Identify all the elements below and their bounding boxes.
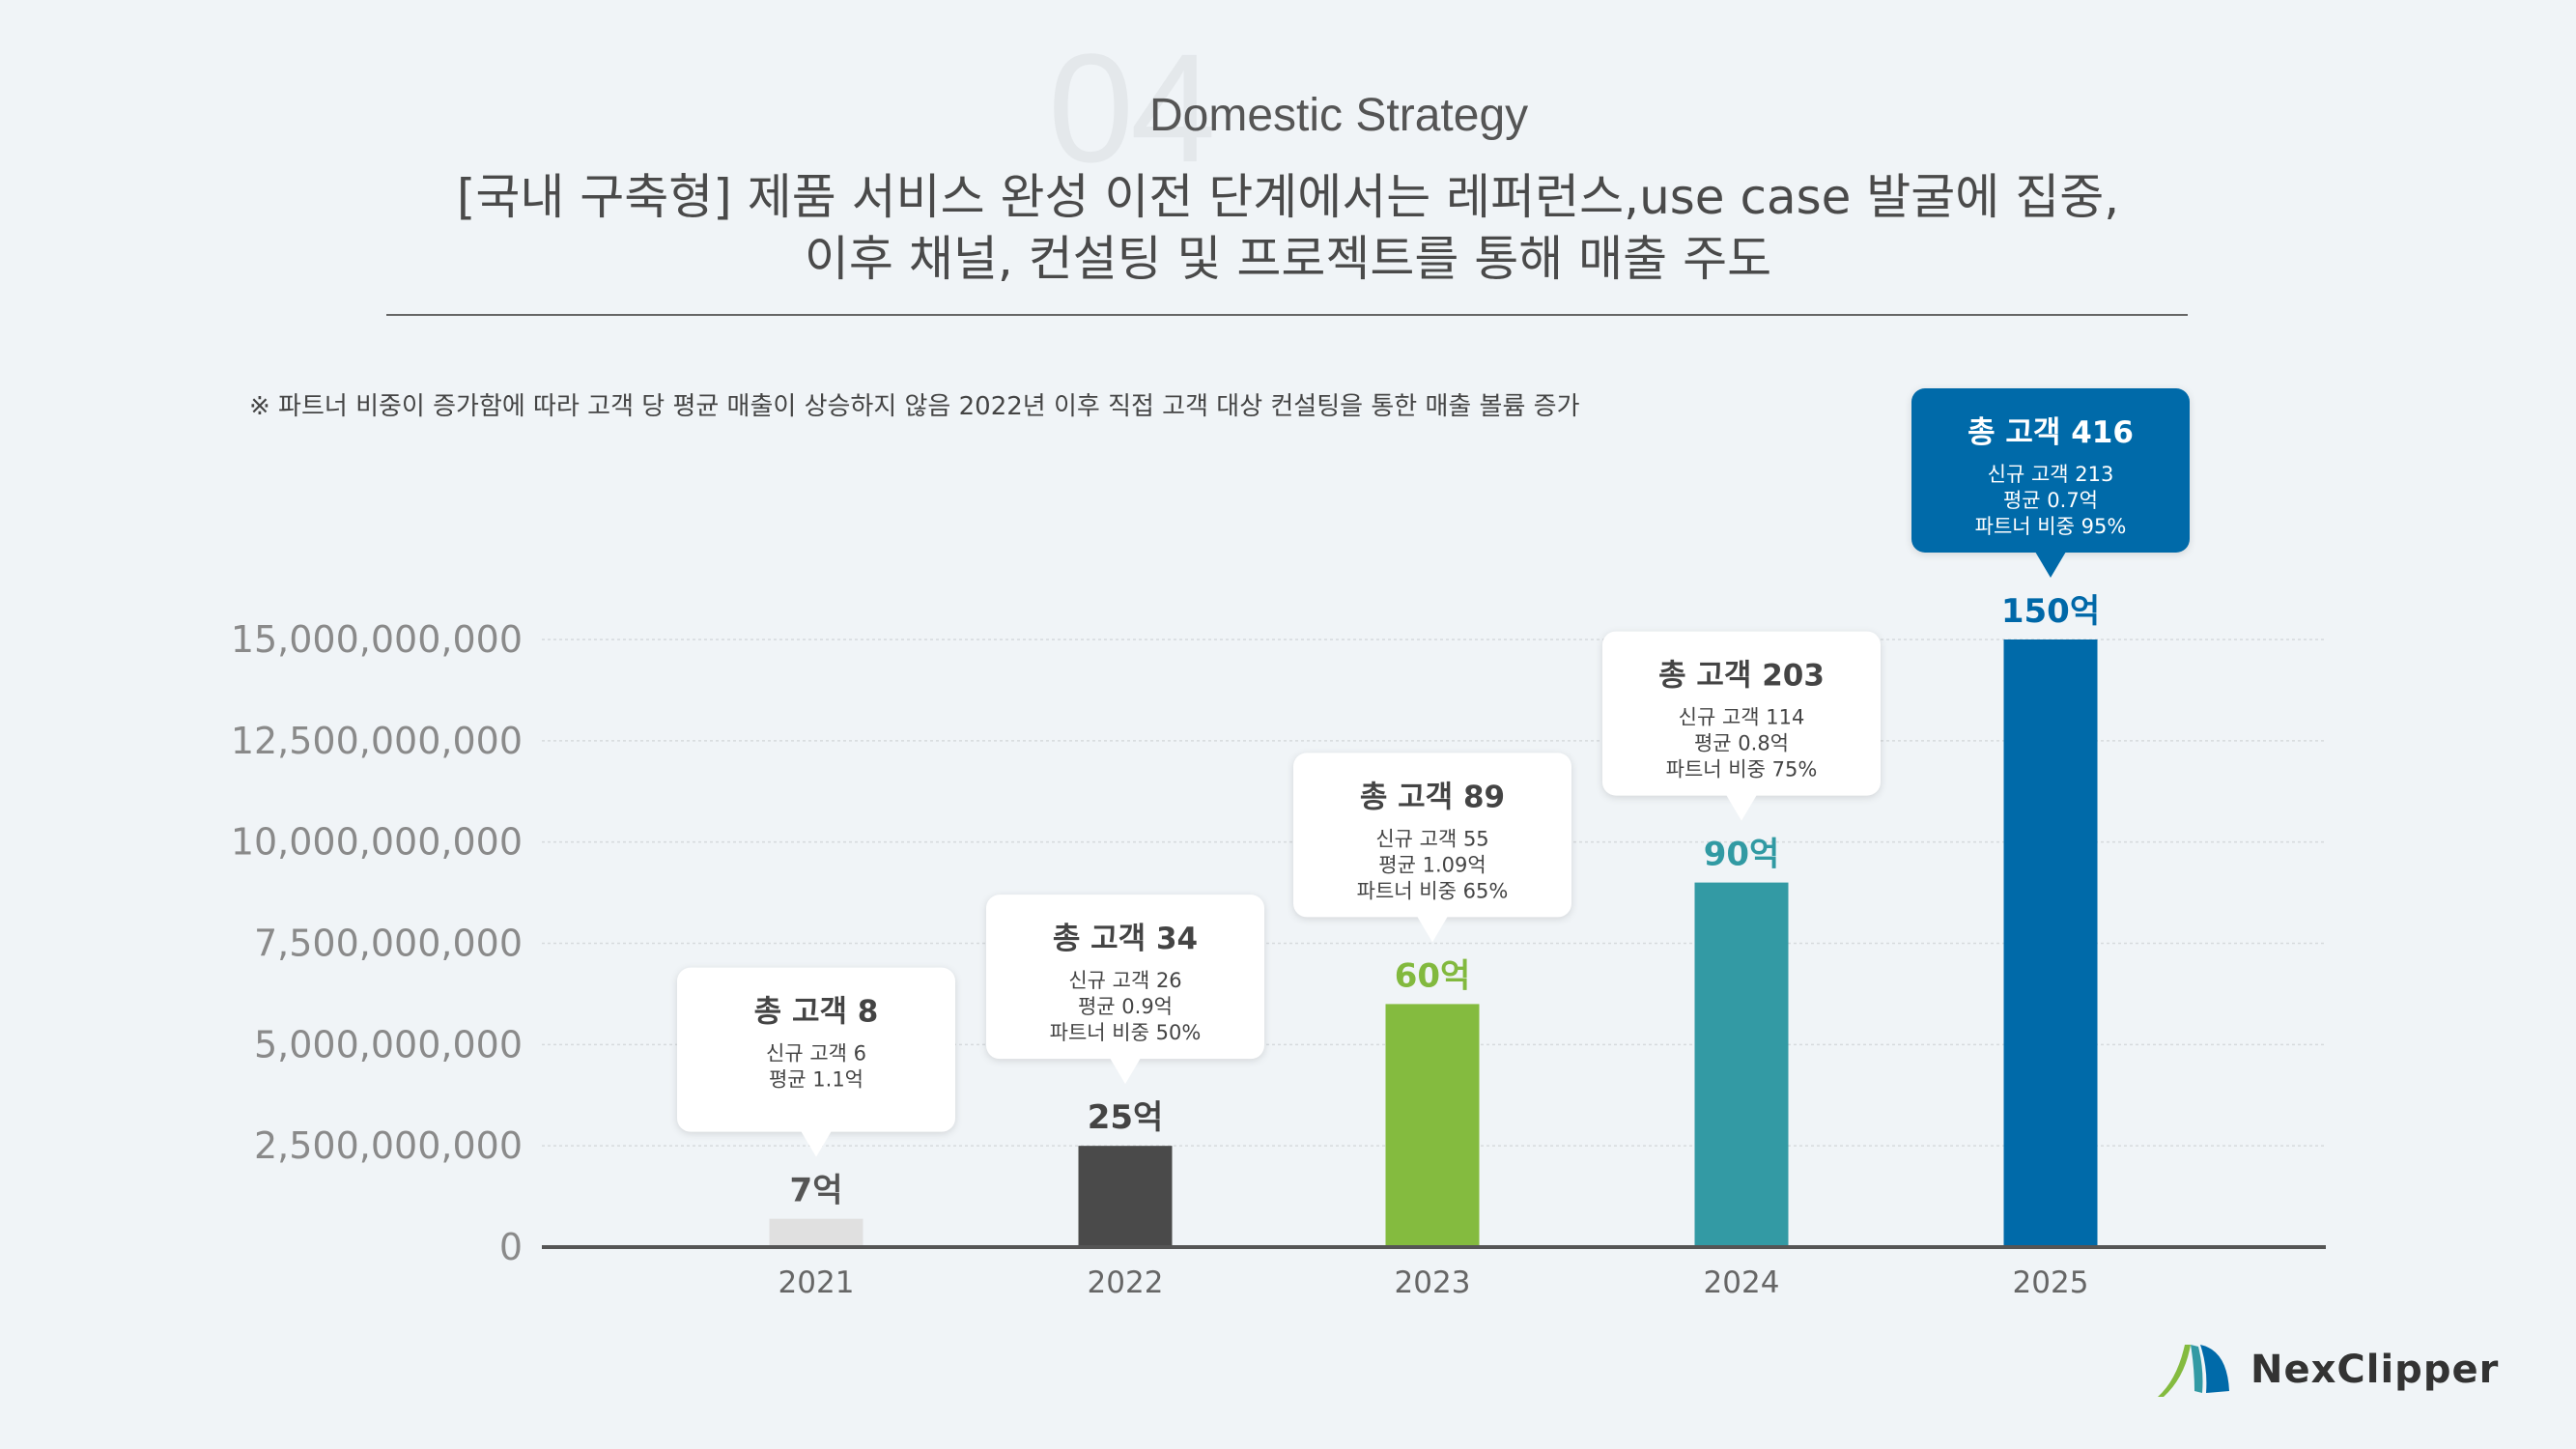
callout-detail: 신규 고객 114 bbox=[1679, 706, 1805, 729]
chart-note: ※ 파트너 비중이 증가함에 따라 고객 당 평균 매출이 상승하지 않음 20… bbox=[249, 392, 1580, 421]
callout-detail: 평균 1.09억 bbox=[1378, 853, 1486, 876]
callout-pointer bbox=[1110, 1058, 1141, 1085]
bar-2025 bbox=[2003, 639, 2098, 1247]
bar-2024 bbox=[1694, 882, 1789, 1247]
callout-box bbox=[1911, 388, 2190, 553]
x-tick-label: 2024 bbox=[1704, 1265, 1780, 1300]
callout-detail: 평균 0.9억 bbox=[1078, 995, 1173, 1018]
x-tick-label: 2025 bbox=[2013, 1265, 2089, 1300]
page-title: [국내 구축형] 제품 서비스 완성 이전 단계에서는 레퍼런스,use cas… bbox=[0, 166, 2576, 290]
nexclipper-logo: NexClipper bbox=[2156, 1341, 2499, 1399]
callout-detail: 신규 고객 213 bbox=[1988, 463, 2114, 486]
callout-detail: 평균 0.7억 bbox=[2003, 489, 2098, 512]
bar-2021 bbox=[769, 1218, 863, 1247]
y-tick-label: 12,500,000,000 bbox=[231, 720, 523, 762]
callout-pointer bbox=[1726, 794, 1757, 821]
title-line-1: [국내 구축형] 제품 서비스 완성 이전 단계에서는 레퍼런스,use cas… bbox=[456, 169, 2120, 225]
section-title: Domestic Strategy bbox=[1149, 90, 1529, 141]
callout-detail: 신규 고객 6 bbox=[766, 1042, 866, 1065]
x-tick-label: 2022 bbox=[1088, 1265, 1164, 1300]
callout-detail: 신규 고객 26 bbox=[1068, 969, 1181, 992]
callout-title: 총 고객 203 bbox=[1658, 659, 1825, 694]
callout-title: 총 고객 34 bbox=[1053, 922, 1198, 956]
callout-box bbox=[986, 895, 1264, 1060]
section-number: 04 bbox=[1048, 21, 1216, 194]
x-tick-label: 2023 bbox=[1395, 1265, 1471, 1300]
logo-text: NexClipper bbox=[2250, 1348, 2500, 1392]
y-tick-label: 2,500,000,000 bbox=[254, 1124, 523, 1167]
bar-2022 bbox=[1078, 1146, 1173, 1247]
callout-detail: 파트너 비중 75% bbox=[1666, 758, 1818, 781]
data-label: 7억 bbox=[790, 1172, 843, 1210]
title-divider bbox=[386, 314, 2188, 316]
data-label: 90억 bbox=[1704, 836, 1780, 874]
data-label: 25억 bbox=[1088, 1098, 1164, 1137]
sail-logo-icon bbox=[2158, 1345, 2229, 1397]
callout-pointer bbox=[1417, 916, 1448, 943]
callout-detail: 파트너 비중 95% bbox=[1975, 515, 2127, 538]
callout-detail: 평균 1.1억 bbox=[769, 1068, 863, 1092]
title-line-2: 이후 채널, 컨설팅 및 프로젝트를 통해 매출 주도 bbox=[804, 231, 1772, 287]
y-tick-label: 0 bbox=[499, 1226, 523, 1268]
callout-detail: 파트너 비중 50% bbox=[1050, 1021, 1202, 1044]
callout-pointer bbox=[2035, 552, 2066, 578]
callout-pointer bbox=[801, 1130, 832, 1157]
y-tick-label: 7,500,000,000 bbox=[254, 923, 523, 965]
data-label: 150억 bbox=[2001, 592, 2100, 631]
callout-box bbox=[677, 967, 955, 1132]
x-tick-label: 2021 bbox=[778, 1265, 855, 1300]
y-tick-label: 15,000,000,000 bbox=[231, 618, 523, 661]
callout-title: 총 고객 8 bbox=[754, 995, 879, 1030]
callout-box bbox=[1293, 753, 1571, 918]
callout-detail: 신규 고객 55 bbox=[1375, 827, 1488, 850]
y-tick-label: 10,000,000,000 bbox=[231, 821, 523, 864]
y-tick-label: 5,000,000,000 bbox=[254, 1023, 523, 1065]
callout-detail: 파트너 비중 65% bbox=[1357, 879, 1509, 902]
callout-box bbox=[1602, 631, 1881, 796]
bar-2023 bbox=[1385, 1004, 1480, 1247]
callout-title: 총 고객 89 bbox=[1360, 780, 1505, 814]
data-label: 60억 bbox=[1395, 956, 1471, 995]
callout-title: 총 고객 416 bbox=[1967, 415, 2134, 450]
callout-detail: 평균 0.8억 bbox=[1694, 732, 1789, 755]
